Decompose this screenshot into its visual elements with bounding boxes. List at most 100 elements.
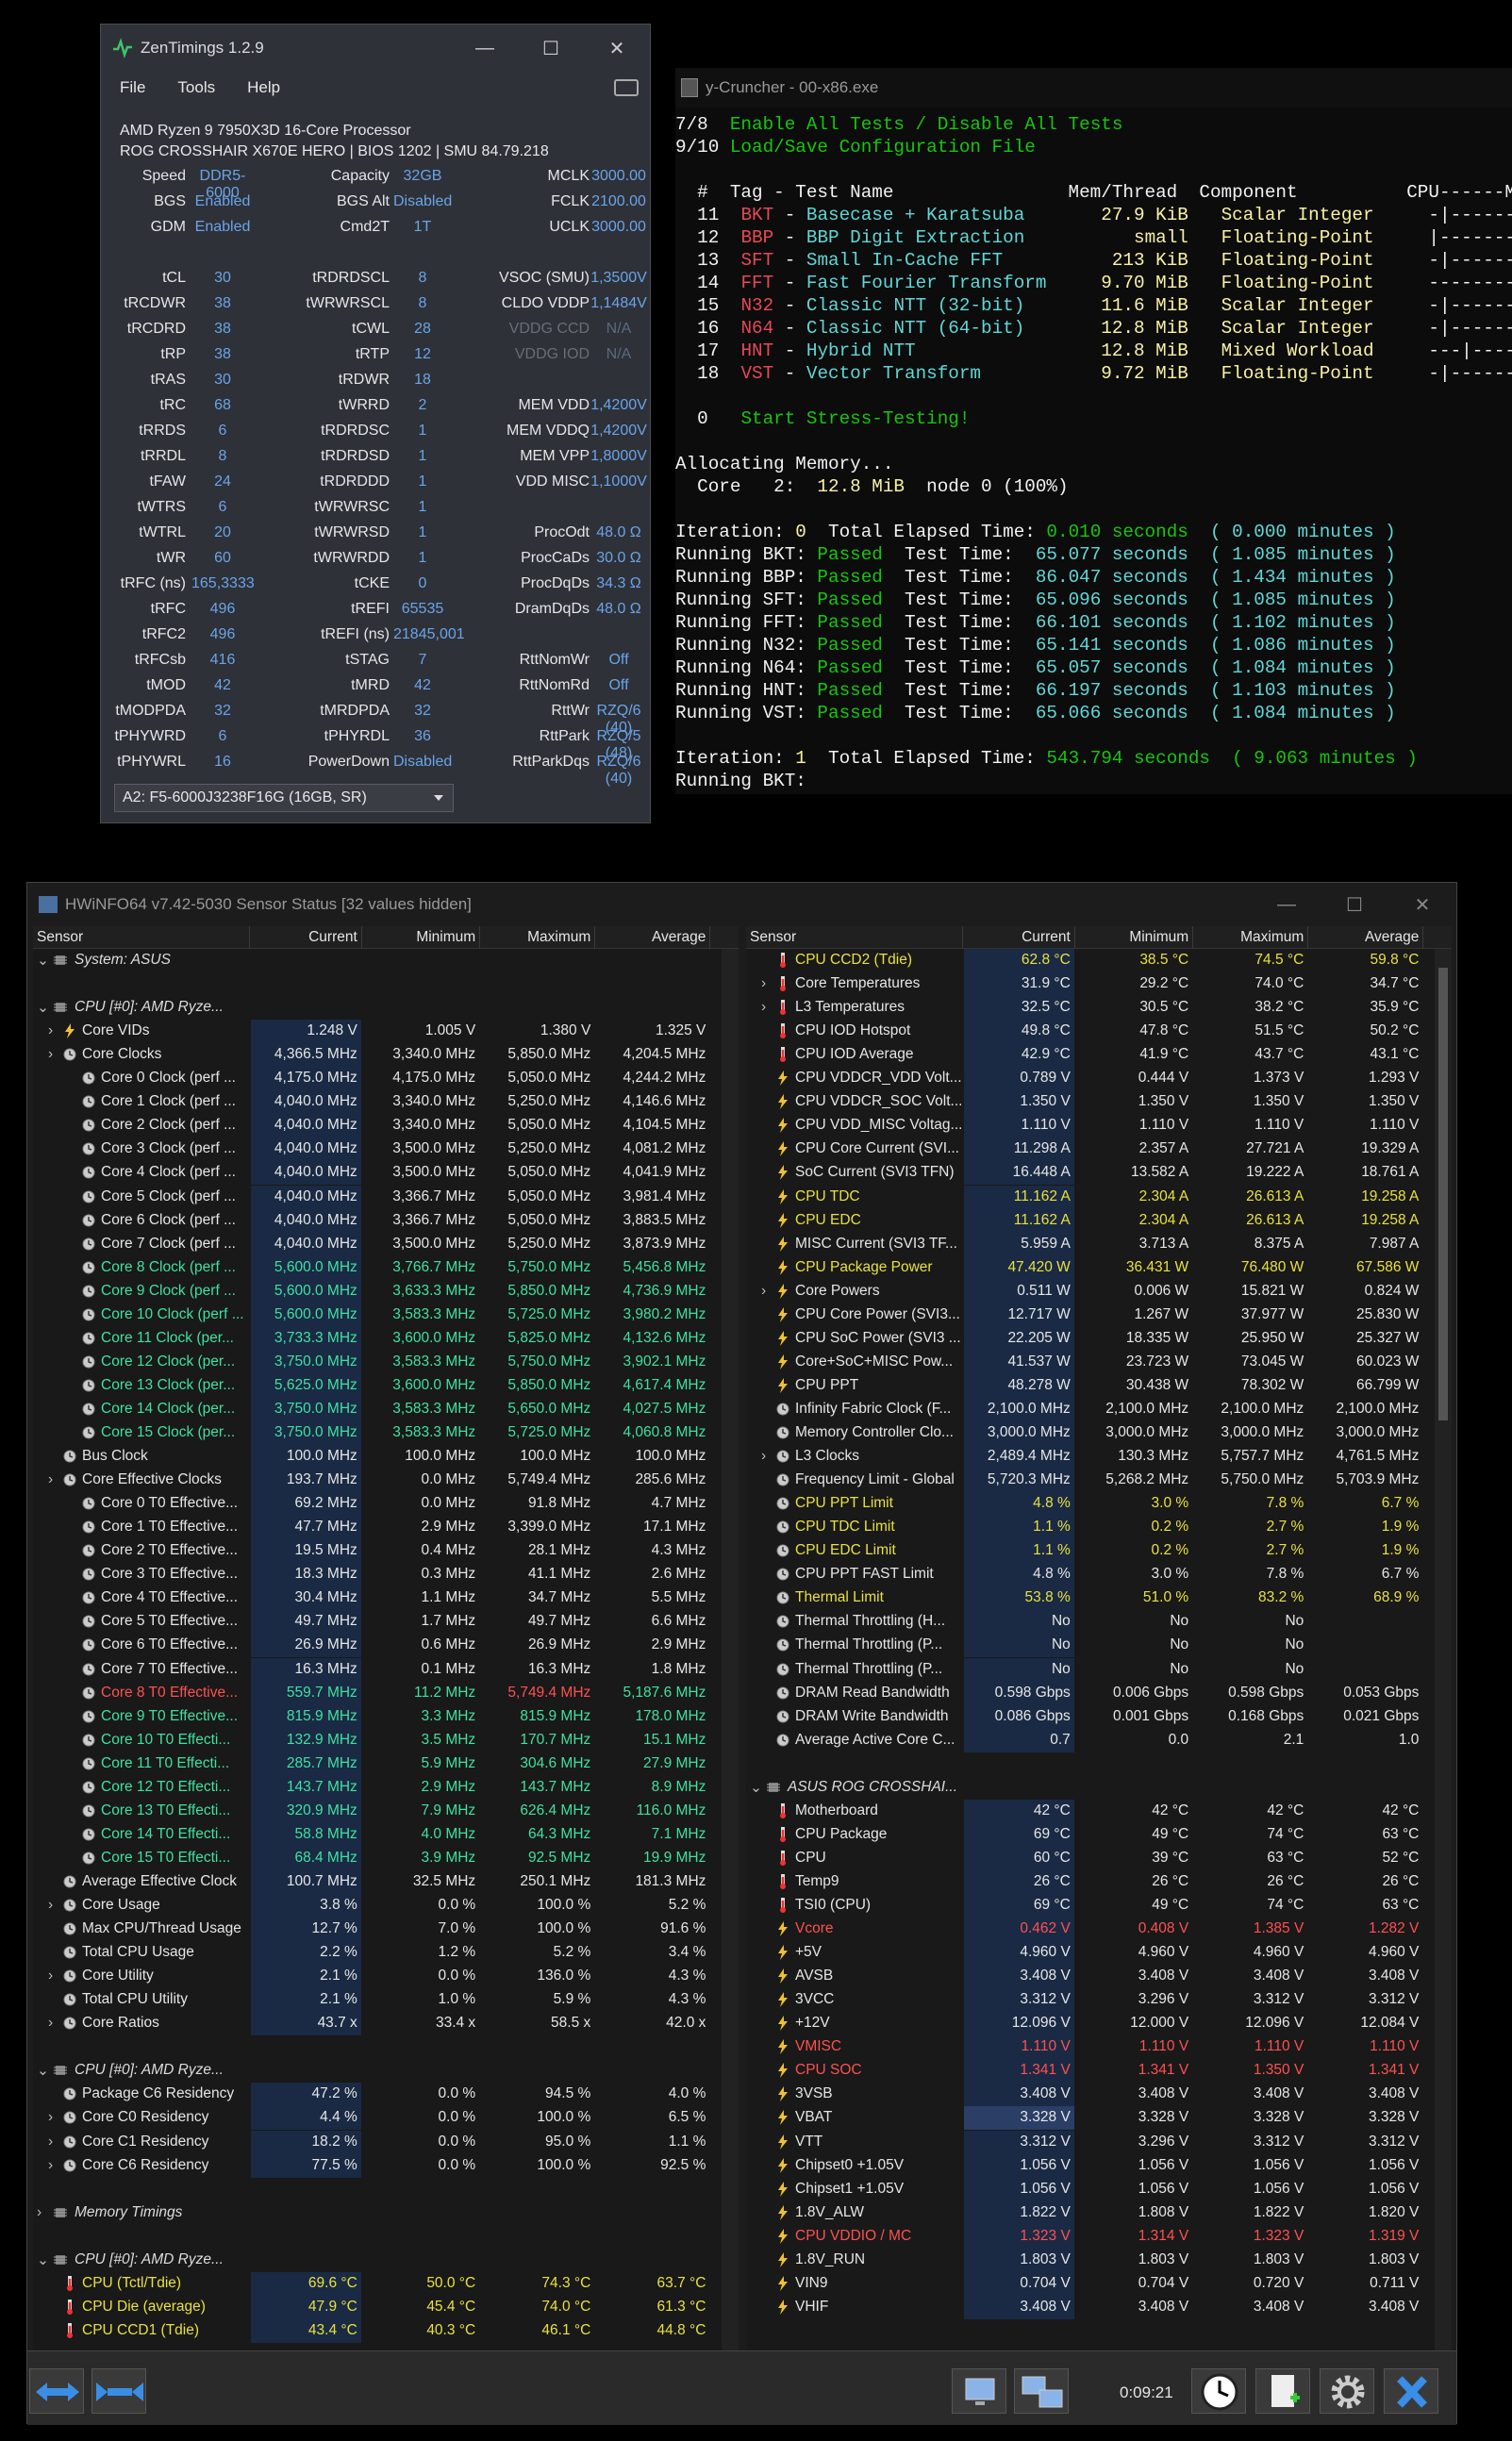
sensor-row[interactable]: CPU Package Power 47.420 W 36.431 W 76.480 … — [746, 1255, 1435, 1280]
sensor-row[interactable]: CPU PPT 48.278 W 30.438 W 78.302 W 66.799 W — [746, 1373, 1435, 1398]
report-button[interactable] — [1255, 2368, 1310, 2414]
sensor-row[interactable]: VHIF 3.408 V 3.408 V 3.408 V 3.408 V — [746, 2295, 1435, 2319]
column-header-current[interactable]: Current — [308, 929, 357, 945]
expand-chevron-icon[interactable]: ⌄ — [37, 2251, 49, 2268]
sensor-row[interactable]: Core 4 Clock (perf ... 4,040.0 MHz 3,500.0… — [33, 1161, 722, 1186]
sensor-row[interactable]: CPU SOC 1.341 V 1.341 V 1.350 V 1.341 V — [746, 2059, 1435, 2084]
expand-chevron-icon[interactable]: › — [761, 975, 767, 992]
screenshot-camera-icon[interactable] — [614, 79, 639, 96]
expand-chevron-icon[interactable]: › — [761, 1448, 767, 1465]
sensor-row[interactable]: Core 12 T0 Effecti... 143.7 MHz 2.9 MHz 143… — [33, 1775, 722, 1800]
expand-chevron-icon[interactable]: › — [48, 1046, 54, 1063]
column-header-current[interactable]: Current — [1022, 929, 1071, 945]
sensor-row[interactable]: CPU EDC 11.162 A 2.304 A 26.613 A 19.258 A — [746, 1208, 1435, 1233]
column-header-minimum[interactable]: Minimum — [416, 929, 476, 945]
sensor-row[interactable]: Core 9 T0 Effective... 815.9 MHz 3.3 MHz 81… — [33, 1704, 722, 1729]
sensor-row[interactable]: › L3 Clocks 2,489.4 MHz 130.3 MHz 5,757.7 MH… — [746, 1445, 1435, 1470]
sensor-row[interactable]: › L3 Temperatures 32.5 °C 30.5 °C 38.2 °C 35.… — [746, 996, 1435, 1021]
expand-chevron-icon[interactable]: ⌄ — [37, 953, 49, 969]
sensor-row[interactable]: DRAM Write Bandwidth 0.086 Gbps 0.001 Gbps… — [746, 1704, 1435, 1729]
nav-collapse-button[interactable] — [91, 2368, 146, 2414]
sensor-row[interactable]: › Core Clocks 4,366.5 MHz 3,340.0 MHz 5,850.… — [33, 1043, 722, 1068]
sensor-row[interactable]: Core 6 T0 Effective... 26.9 MHz 0.6 MHz 26.… — [33, 1634, 722, 1658]
sensor-row[interactable]: › Core Utility 2.1 % 0.0 % 136.0 % 4.3 % — [33, 1965, 722, 1989]
column-header-sensor[interactable]: Sensor — [750, 929, 797, 945]
sensor-row[interactable]: Core 13 T0 Effecti... 320.9 MHz 7.9 MHz 626… — [33, 1799, 722, 1823]
sensor-row[interactable]: CPU 60 °C 39 °C 63 °C 52 °C — [746, 1846, 1435, 1870]
sensor-row[interactable]: › Core Usage 3.8 % 0.0 % 100.0 % 5.2 % — [33, 1894, 722, 1918]
sensor-row[interactable]: Core 4 T0 Effective... 30.4 MHz 1.1 MHz 34.… — [33, 1586, 722, 1611]
sensor-row[interactable]: CPU VDDCR_SOC Volt... 1.350 V 1.350 V 1.350… — [746, 1090, 1435, 1115]
sensor-row[interactable]: CPU PPT FAST Limit 4.8 % 3.0 % 7.8 % 6.7 % — [746, 1563, 1435, 1587]
sensor-row[interactable]: Core 5 T0 Effective... 49.7 MHz 1.7 MHz 49.… — [33, 1610, 722, 1635]
sensor-row[interactable]: Average Active Core C... 0.7 0.0 2.1 1.0 — [746, 1728, 1435, 1752]
sensor-row[interactable]: Core 1 Clock (perf ... 4,040.0 MHz 3,340.0… — [33, 1090, 722, 1115]
minimize-icon[interactable]: — — [1277, 893, 1296, 915]
sensor-row[interactable]: Total CPU Utility 2.1 % 1.0 % 5.9 % 4.3 % — [33, 1988, 722, 2013]
sensor-row[interactable] — [33, 972, 722, 996]
sensor-row[interactable]: › Core Temperatures 31.9 °C 29.2 °C 74.0 °C 3… — [746, 972, 1435, 997]
sensor-row[interactable]: Chipset1 +1.05V 1.056 V 1.056 V 1.056 V 1.05… — [746, 2177, 1435, 2201]
expand-chevron-icon[interactable]: ⌄ — [37, 2063, 49, 2080]
expand-chevron-icon[interactable]: › — [48, 1968, 54, 1984]
sensor-row[interactable]: +5V 4.960 V 4.960 V 4.960 V 4.960 V — [746, 1941, 1435, 1966]
sensor-row[interactable] — [33, 2225, 722, 2249]
expand-chevron-icon[interactable]: › — [761, 1282, 767, 1299]
column-header-maximum[interactable]: Maximum — [527, 929, 591, 945]
sensor-row[interactable]: Bus Clock 100.0 MHz 100.0 MHz 100.0 MHz 100.… — [33, 1445, 722, 1470]
sensor-row[interactable]: Core 11 T0 Effecti... 285.7 MHz 5.9 MHz 304… — [33, 1752, 722, 1776]
sensor-row[interactable]: Thermal Limit 53.8 % 51.0 % 83.2 % 68.9 % — [746, 1586, 1435, 1611]
expand-chevron-icon[interactable]: › — [48, 1897, 54, 1913]
dimm-select[interactable]: A2: F5-6000J3238F16G (16GB, SR) — [114, 784, 454, 812]
expand-chevron-icon[interactable]: › — [48, 1022, 54, 1039]
sensor-row[interactable]: ⌄ ASUS ROG CROSSHAI... — [746, 1776, 1435, 1800]
sensor-row[interactable]: CPU TDC Limit 1.1 % 0.2 % 2.7 % 1.9 % — [746, 1516, 1435, 1540]
sensor-row[interactable]: › Core VIDs 1.248 V 1.005 V 1.380 V 1.325 V — [33, 1020, 722, 1044]
expand-chevron-icon[interactable]: › — [761, 999, 767, 1016]
sensor-row[interactable]: Core 3 Clock (perf ... 4,040.0 MHz 3,500.0… — [33, 1137, 722, 1162]
sensor-row[interactable]: CPU SoC Power (SVI3 ... 22.205 W 18.335 W 2… — [746, 1326, 1435, 1351]
sensor-row[interactable]: CPU VDDIO / MC 1.323 V 1.314 V 1.323 V 1.319… — [746, 2224, 1435, 2249]
sensor-row[interactable]: CPU CCD2 (Tdie) 62.8 °C 38.5 °C 74.5 °C 59.8… — [746, 949, 1435, 972]
sensor-row[interactable]: Memory Controller Clo... 3,000.0 MHz 3,000… — [746, 1421, 1435, 1445]
sensor-row[interactable]: VBAT 3.328 V 3.328 V 3.328 V 3.328 V — [746, 2106, 1435, 2131]
sensor-row[interactable]: Core 14 T0 Effecti... 58.8 MHz 4.0 MHz 64.3… — [33, 1822, 722, 1847]
scrollbar-thumb[interactable] — [1438, 968, 1448, 1420]
sensor-row[interactable]: Core 12 Clock (per... 3,750.0 MHz 3,583.3 … — [33, 1350, 722, 1374]
sensor-row[interactable]: CPU Package 69 °C 49 °C 74 °C 63 °C — [746, 1822, 1435, 1847]
minimize-icon[interactable]: — — [475, 37, 494, 58]
menu-help[interactable]: Help — [247, 78, 281, 96]
sensor-row[interactable]: CPU (Tctl/Tdie) 69.6 °C 50.0 °C 74.3 °C 63.7… — [33, 2271, 722, 2296]
sensor-row[interactable]: Temp9 26 °C 26 °C 26 °C 26 °C — [746, 1869, 1435, 1894]
sensor-row[interactable]: 3VSB 3.408 V 3.408 V 3.408 V 3.408 V — [746, 2083, 1435, 2107]
sensor-row[interactable] — [33, 2035, 722, 2059]
maximize-icon[interactable]: ☐ — [542, 38, 559, 59]
sensor-row[interactable]: ⌄ System: ASUS — [33, 949, 722, 972]
expand-chevron-icon[interactable]: › — [37, 2203, 42, 2220]
settings-button[interactable] — [1320, 2368, 1374, 2414]
sensor-row[interactable]: Core 0 Clock (perf ... 4,175.0 MHz 4,175.0… — [33, 1067, 722, 1091]
sensor-row[interactable]: Core 8 Clock (perf ... 5,600.0 MHz 3,766.7… — [33, 1255, 722, 1280]
sensor-row[interactable]: Average Effective Clock 100.7 MHz 32.5 MHz… — [33, 1869, 722, 1894]
sensor-row[interactable]: Core 15 T0 Effecti... 68.4 MHz 3.9 MHz 92.5… — [33, 1846, 722, 1870]
sensor-row[interactable] — [33, 2178, 722, 2201]
sensor-row[interactable]: CPU Die (average) 47.9 °C 45.4 °C 74.0 °C 61… — [33, 2295, 722, 2319]
column-header-minimum[interactable]: Minimum — [1129, 929, 1189, 945]
expand-chevron-icon[interactable]: › — [48, 2133, 54, 2150]
scrollbar[interactable] — [1435, 949, 1452, 2350]
sensor-row[interactable]: CPU Core Current (SVI... 11.298 A 2.357 A 2… — [746, 1137, 1435, 1162]
nav-left-right-button[interactable] — [29, 2368, 84, 2414]
expand-chevron-icon[interactable]: › — [48, 2109, 54, 2126]
sensor-row[interactable]: Core 8 T0 Effective... 559.7 MHz 11.2 MHz 5… — [33, 1681, 722, 1705]
sensor-row[interactable]: Core 7 Clock (perf ... 4,040.0 MHz 3,500.0… — [33, 1232, 722, 1256]
expand-chevron-icon[interactable]: › — [48, 1471, 54, 1488]
sensor-row[interactable]: CPU IOD Average 42.9 °C 41.9 °C 43.7 °C 43.1… — [746, 1043, 1435, 1068]
sensor-row[interactable]: Thermal Throttling (P... No No No — [746, 1657, 1435, 1682]
sensor-row[interactable]: Core 10 T0 Effecti... 132.9 MHz 3.5 MHz 170… — [33, 1728, 722, 1752]
sensor-row[interactable]: Max CPU/Thread Usage 12.7 % 7.0 % 100.0 % 91… — [33, 1918, 722, 1942]
sensor-row[interactable]: Core 7 T0 Effective... 16.3 MHz 0.1 MHz 16.… — [33, 1657, 722, 1682]
sensor-row[interactable]: › Core Powers 0.511 W 0.006 W 15.821 W 0.824 … — [746, 1279, 1435, 1304]
sensor-row[interactable]: › Core C6 Residency 77.5 % 0.0 % 100.0 % 92.5… — [33, 2153, 722, 2178]
sensor-row[interactable]: Core 1 T0 Effective... 47.7 MHz 2.9 MHz 3,3… — [33, 1516, 722, 1540]
sensor-row[interactable]: Core 0 T0 Effective... 69.2 MHz 0.0 MHz 91.… — [33, 1492, 722, 1517]
